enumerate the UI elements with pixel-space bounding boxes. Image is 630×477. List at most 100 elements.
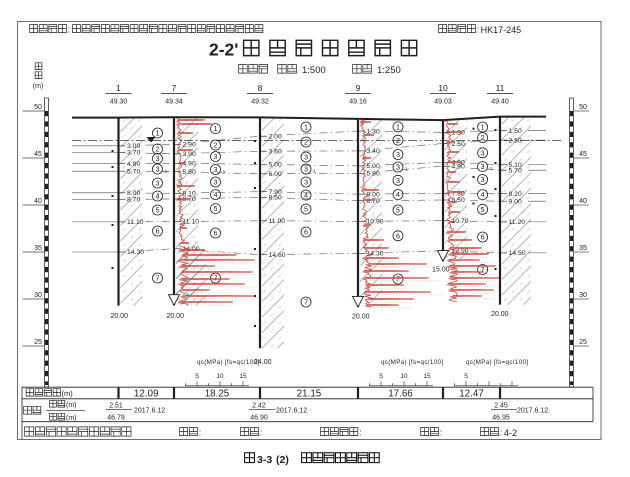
svg-text:25: 25	[34, 339, 42, 346]
svg-text:3: 3	[214, 165, 218, 174]
svg-text:50: 50	[34, 104, 42, 111]
svg-text:(m): (m)	[66, 402, 77, 409]
svg-text:2: 2	[304, 138, 308, 147]
svg-text:3.40: 3.40	[367, 148, 380, 155]
svg-text:18.25: 18.25	[205, 388, 230, 399]
svg-text:8.50: 8.50	[269, 195, 282, 202]
svg-text:49.34: 49.34	[165, 99, 183, 106]
svg-text:8.20: 8.20	[509, 191, 522, 198]
svg-text:HK17-245: HK17-245	[481, 25, 522, 35]
svg-text:3: 3	[304, 165, 308, 174]
svg-text:45: 45	[34, 151, 42, 158]
svg-text:14.30: 14.30	[127, 249, 144, 256]
svg-text:30: 30	[34, 292, 42, 299]
svg-text:2017.6.12: 2017.6.12	[276, 408, 307, 415]
svg-text:2.50: 2.50	[509, 137, 522, 144]
svg-text:1: 1	[116, 83, 121, 93]
svg-text:1: 1	[214, 124, 218, 133]
svg-text:49.30: 49.30	[110, 99, 128, 106]
svg-text:3: 3	[156, 154, 160, 163]
svg-text:30: 30	[579, 292, 587, 299]
svg-text:17.66: 17.66	[388, 388, 413, 399]
svg-text:12.09: 12.09	[134, 388, 159, 399]
svg-text:5: 5	[481, 205, 485, 214]
svg-text:20.00: 20.00	[167, 313, 185, 320]
svg-text:-1: -1	[221, 169, 226, 175]
svg-text:14.50: 14.50	[509, 250, 526, 257]
svg-text:6: 6	[214, 229, 218, 238]
svg-text:11.10: 11.10	[183, 219, 200, 226]
svg-text:45: 45	[579, 151, 587, 158]
svg-text:3: 3	[304, 178, 308, 187]
svg-text:5: 5	[464, 373, 468, 380]
svg-text:49.16: 49.16	[349, 99, 367, 106]
svg-text::: :	[440, 428, 442, 438]
svg-text:8.70: 8.70	[367, 198, 380, 205]
svg-text:5.80: 5.80	[367, 171, 380, 178]
svg-text:9.00: 9.00	[509, 198, 522, 205]
svg-text:10: 10	[216, 373, 224, 380]
svg-text:3.90: 3.90	[183, 151, 196, 158]
svg-text:2: 2	[481, 133, 485, 142]
svg-text:3: 3	[214, 152, 218, 161]
svg-text:1:500: 1:500	[302, 65, 326, 76]
svg-text:20.00: 20.00	[352, 314, 370, 321]
svg-text:49.40: 49.40	[491, 99, 509, 106]
svg-text:6: 6	[481, 233, 485, 242]
svg-text:21.15: 21.15	[297, 388, 322, 399]
svg-text:7: 7	[396, 275, 400, 284]
svg-text:2: 2	[396, 136, 400, 145]
svg-text:qc(MPa) [fs=qc/100]: qc(MPa) [fs=qc/100]	[466, 359, 528, 366]
svg-text:2: 2	[156, 145, 160, 154]
svg-text:5: 5	[156, 206, 160, 215]
svg-text:3: 3	[214, 178, 218, 187]
svg-text:3.60: 3.60	[269, 148, 282, 155]
svg-text:15: 15	[239, 373, 247, 380]
svg-text:(m): (m)	[62, 389, 74, 398]
svg-text:3: 3	[481, 175, 485, 184]
svg-text:14.60: 14.60	[269, 252, 286, 259]
svg-text:3-3: 3-3	[257, 454, 272, 466]
svg-text:6: 6	[396, 231, 400, 240]
svg-text:5: 5	[214, 204, 218, 213]
svg-text:3: 3	[396, 176, 400, 185]
svg-text:3: 3	[396, 163, 400, 172]
svg-text:49.32: 49.32	[251, 99, 269, 106]
svg-text:2.90: 2.90	[183, 142, 196, 149]
svg-text:11.00: 11.00	[269, 218, 286, 225]
svg-text:4: 4	[214, 190, 218, 199]
svg-text:7: 7	[172, 83, 177, 93]
svg-text:-1: -1	[488, 166, 493, 172]
svg-text:1.50: 1.50	[509, 128, 522, 135]
svg-text:1.30: 1.30	[452, 130, 465, 137]
svg-text:1: 1	[304, 123, 308, 132]
svg-text:15.00: 15.00	[432, 267, 450, 274]
svg-text::: :	[260, 428, 262, 438]
svg-text:1: 1	[481, 123, 485, 132]
svg-text:2: 2	[214, 141, 218, 150]
svg-text:1: 1	[396, 123, 400, 132]
svg-text:4: 4	[304, 191, 308, 200]
svg-text:40: 40	[34, 198, 42, 205]
svg-text:4.90: 4.90	[452, 163, 465, 170]
svg-text:12.47: 12.47	[459, 388, 484, 399]
svg-text:qc(MPa) [fs=qc/100]: qc(MPa) [fs=qc/100]	[381, 359, 443, 366]
svg-text:2.51: 2.51	[109, 403, 123, 410]
svg-text:2017.6.12: 2017.6.12	[134, 408, 165, 415]
svg-text:46.95: 46.95	[492, 415, 510, 422]
svg-text:46.79: 46.79	[107, 415, 125, 422]
svg-text:(2): (2)	[276, 454, 289, 466]
svg-text:4: 4	[481, 190, 485, 199]
svg-text:46.90: 46.90	[250, 415, 268, 422]
svg-text:40: 40	[579, 198, 587, 205]
svg-text:3: 3	[156, 179, 160, 188]
svg-text:49.03: 49.03	[434, 99, 452, 106]
svg-text:3: 3	[396, 150, 400, 159]
svg-text:10: 10	[400, 373, 408, 380]
svg-text:35: 35	[34, 245, 42, 252]
svg-text:5: 5	[379, 373, 383, 380]
svg-text:2.00: 2.00	[269, 133, 282, 140]
svg-text:3: 3	[156, 165, 160, 174]
svg-text:7: 7	[304, 298, 308, 307]
svg-text:2-2': 2-2'	[209, 40, 238, 60]
